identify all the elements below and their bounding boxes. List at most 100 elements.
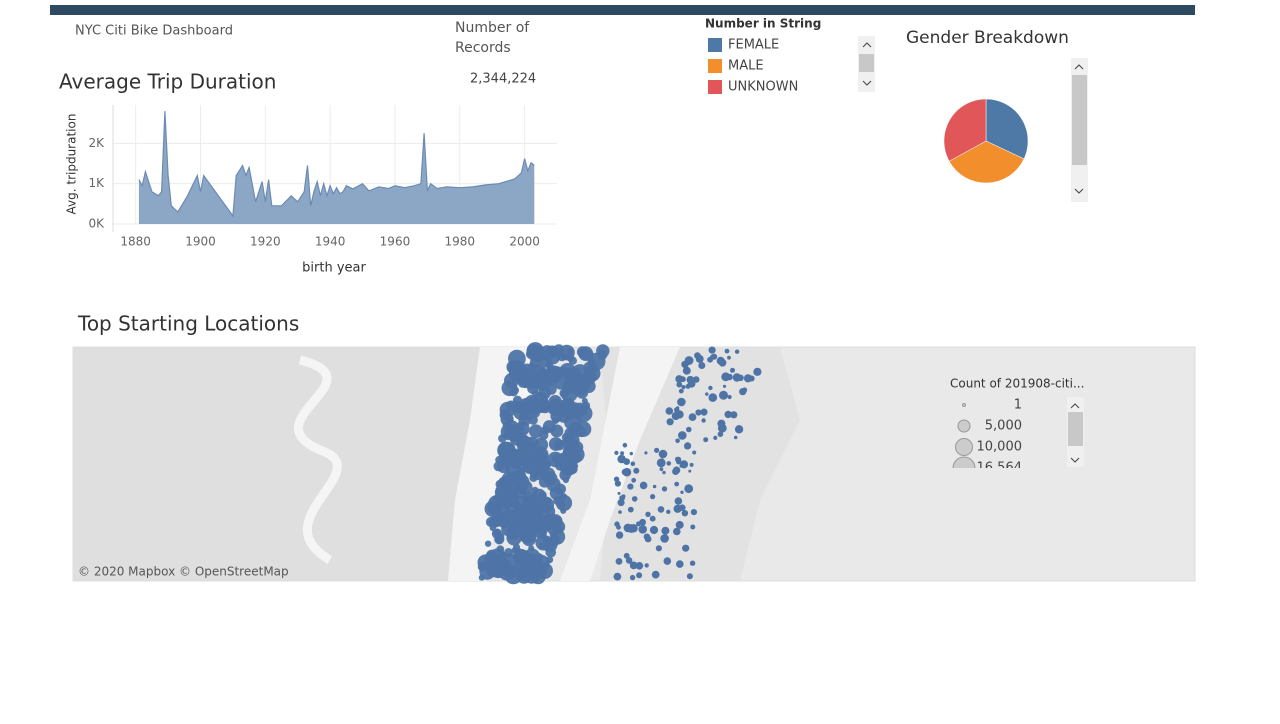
station-bubble	[614, 521, 620, 527]
station-bubble	[618, 510, 622, 514]
station-bubble	[650, 494, 656, 500]
area	[138, 111, 535, 224]
station-bubble	[500, 489, 519, 508]
station-bubble	[509, 570, 516, 577]
records-value: 2,344,224	[470, 72, 536, 87]
station-bubble	[557, 500, 566, 509]
legend-label: UNKNOWN	[728, 80, 798, 95]
x-tick-label: 2000	[509, 235, 540, 249]
station-bubble	[674, 497, 683, 505]
station-bubble	[562, 379, 573, 390]
station-bubble	[627, 506, 634, 513]
station-bubble	[688, 413, 697, 421]
station-bubble	[686, 426, 692, 433]
station-bubble	[521, 380, 530, 389]
station-bubble	[734, 349, 740, 354]
station-bubble	[545, 383, 557, 395]
station-bubble	[727, 355, 731, 360]
legend-label: 16,564	[977, 461, 1023, 476]
station-bubble	[695, 409, 702, 416]
station-bubble	[533, 521, 541, 530]
x-tick-label: 1900	[185, 235, 216, 249]
pie-title: Gender Breakdown	[906, 28, 1069, 48]
legend-swatch	[708, 59, 722, 73]
legend-swatch	[708, 38, 722, 52]
station-bubble	[686, 573, 693, 580]
station-bubble	[519, 403, 536, 421]
station-bubble	[701, 418, 706, 423]
legend-bubble	[957, 419, 971, 433]
y-tick-label: 0K	[88, 217, 105, 231]
station-bubble	[629, 451, 633, 456]
station-bubble	[753, 367, 762, 376]
station-bubble	[678, 431, 687, 440]
station-bubble	[522, 491, 539, 509]
station-bubble	[509, 360, 526, 378]
station-bubble	[681, 510, 689, 517]
station-bubble	[500, 476, 513, 489]
y-tick-label: 1K	[88, 176, 105, 190]
station-bubble	[639, 481, 648, 490]
station-bubble	[517, 503, 528, 514]
station-bubble	[498, 434, 507, 443]
scroll-thumb[interactable]	[859, 54, 874, 72]
station-bubble	[708, 393, 718, 402]
chart-title: Average Trip Duration	[59, 70, 276, 94]
station-bubble	[549, 404, 560, 415]
area-line	[138, 111, 535, 218]
station-bubble	[722, 384, 727, 388]
scroll-thumb[interactable]	[1072, 75, 1087, 165]
legend-scrollbar[interactable]	[858, 36, 875, 92]
station-bubble	[622, 467, 632, 477]
station-bubble	[707, 356, 713, 363]
map-legend-scrollbar[interactable]	[1067, 397, 1084, 467]
station-bubble	[661, 486, 668, 492]
station-bubble	[705, 392, 709, 396]
station-bubble	[700, 408, 708, 416]
pie-scrollbar[interactable]	[1071, 58, 1088, 202]
station-bubble	[649, 515, 656, 522]
station-bubble	[617, 491, 621, 495]
station-bubble	[575, 404, 593, 423]
station-bubble	[550, 424, 564, 438]
station-bubble	[688, 469, 692, 473]
station-bubble	[654, 447, 660, 453]
station-bubble	[689, 560, 696, 566]
station-bubble	[539, 430, 549, 440]
station-bubble	[487, 502, 500, 515]
x-tick-label: 1920	[250, 235, 281, 249]
station-bubble	[551, 523, 559, 531]
legend-label: 5,000	[985, 419, 1022, 434]
station-bubble	[727, 394, 732, 400]
legend-label: 10,000	[977, 440, 1023, 455]
station-bubble	[708, 346, 716, 354]
station-bubble	[546, 369, 561, 384]
station-bubble	[733, 435, 738, 440]
station-bubble	[730, 411, 738, 419]
scroll-thumb[interactable]	[1068, 412, 1083, 446]
legend-swatch	[708, 80, 722, 94]
station-bubble	[657, 506, 665, 513]
station-bubble	[492, 554, 502, 564]
x-axis-label: birth year	[302, 261, 366, 276]
station-bubble	[629, 574, 636, 581]
station-bubble	[671, 411, 680, 421]
station-bubble	[690, 508, 698, 516]
station-bubble	[549, 529, 566, 545]
scroll-arrows	[862, 42, 872, 86]
station-bubble	[529, 346, 546, 363]
station-bubble	[620, 451, 625, 456]
station-bubble	[692, 376, 700, 383]
station-bubble	[615, 558, 623, 565]
pie-slice	[985, 98, 1029, 160]
scroll-arrows	[1074, 64, 1084, 194]
station-bubble	[537, 401, 547, 411]
station-bubble	[698, 362, 706, 369]
station-bubble	[748, 375, 755, 382]
station-bubble	[675, 520, 684, 529]
station-bubble	[708, 385, 713, 391]
station-bubble	[613, 476, 620, 482]
map[interactable]: © 2020 Mapbox © OpenStreetMap	[72, 342, 1196, 585]
station-bubble	[546, 556, 554, 564]
station-bubble	[636, 572, 643, 579]
